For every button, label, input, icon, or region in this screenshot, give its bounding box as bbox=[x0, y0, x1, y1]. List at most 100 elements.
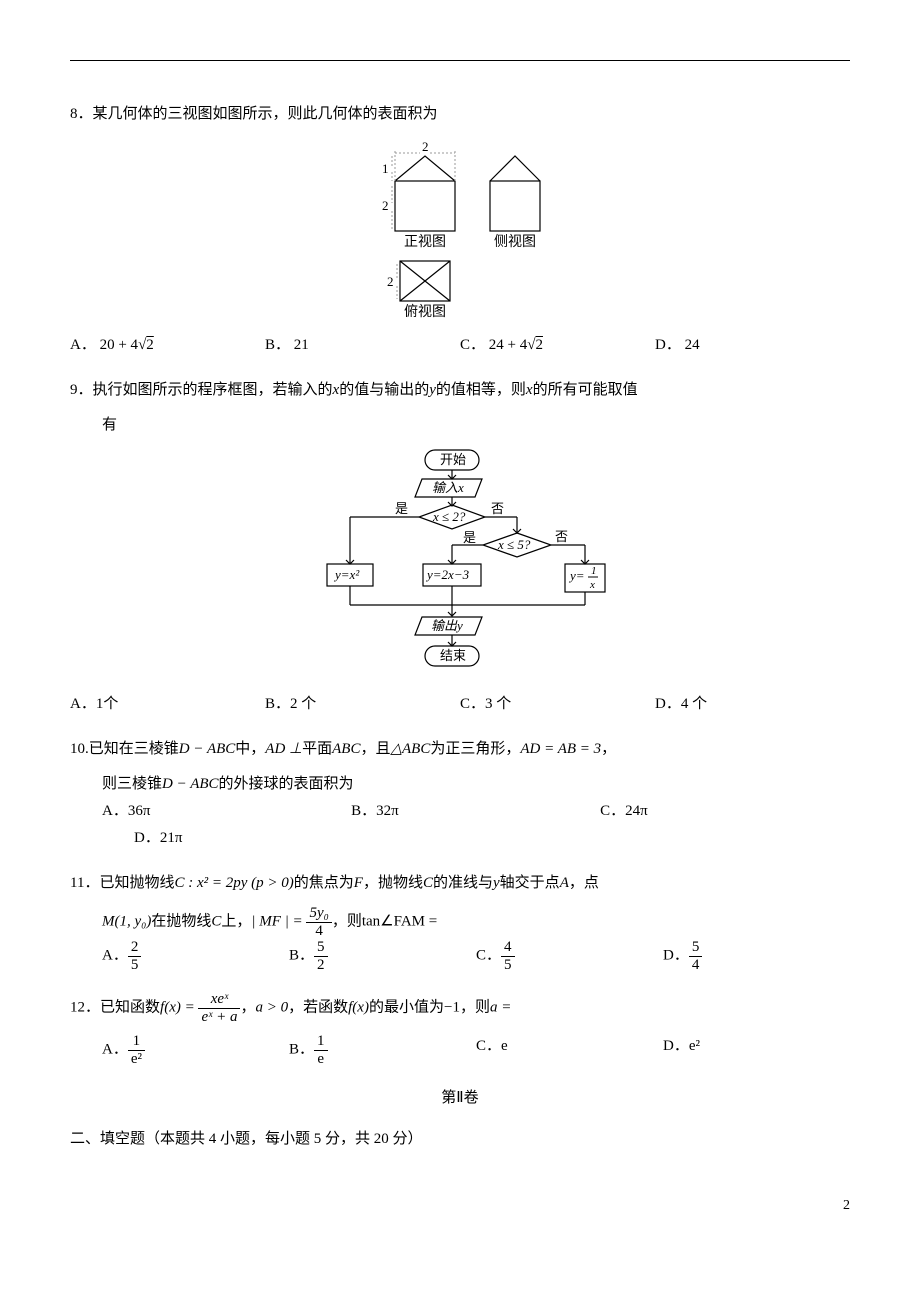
q11-bd: 2 bbox=[314, 957, 328, 974]
q11-dn: 5 bbox=[689, 939, 703, 957]
q8-opt-a: A． 20 + 4√2 bbox=[70, 332, 265, 359]
q10-c: 24π bbox=[625, 803, 648, 819]
q12-bn: 1 bbox=[314, 1033, 328, 1051]
q11-dd: 4 bbox=[689, 957, 703, 974]
q11-y: y bbox=[493, 875, 500, 891]
q8-c-pre: 24 + 4 bbox=[489, 337, 527, 353]
opt-label: B． bbox=[265, 696, 290, 712]
opt-label: D． bbox=[663, 947, 689, 963]
q11-t4: 的准线与 bbox=[433, 875, 493, 891]
q9-opt-a: A．1个 bbox=[70, 691, 265, 718]
opt-label: D． bbox=[655, 696, 681, 712]
opt-label: C． bbox=[460, 337, 485, 353]
q10-options-row1: A．36π B．32π C．24π bbox=[70, 798, 850, 825]
q9-d: 4 个 bbox=[681, 696, 707, 712]
q12-fd: eˣ + a bbox=[198, 1009, 240, 1026]
q10-opt-c: C．24π bbox=[600, 798, 849, 825]
svg-text:1: 1 bbox=[591, 565, 597, 577]
q12-bd: e bbox=[314, 1051, 328, 1068]
question-10: 10.已知在三棱锥D − ABC中，AD ⊥平面ABC，且△ABC为正三角形，A… bbox=[70, 736, 850, 852]
q9-y: y bbox=[429, 382, 436, 398]
opt-label: C． bbox=[460, 696, 485, 712]
q8-dim-h2: 2 bbox=[382, 198, 389, 213]
fill-in-heading: 二、填空题（本题共 4 小题，每小题 5 分，共 20 分） bbox=[70, 1126, 850, 1153]
q9-options: A．1个 B．2 个 C．3 个 D．4 个 bbox=[70, 691, 850, 718]
q10-a: 36π bbox=[128, 803, 151, 819]
q12-num: 12． bbox=[70, 999, 100, 1015]
q10-t1: 已知在三棱锥 bbox=[89, 741, 179, 757]
q12-opt-b: B．1e bbox=[289, 1033, 476, 1067]
q10-t3: 平面 bbox=[302, 741, 332, 757]
q12-cond: a > 0 bbox=[256, 999, 289, 1015]
q11-an: 2 bbox=[128, 939, 142, 957]
q10-e6: D − ABC bbox=[162, 776, 219, 792]
q11-t8: 上， bbox=[221, 913, 251, 929]
q9-opt-b: B．2 个 bbox=[265, 691, 460, 718]
opt-label: D． bbox=[663, 1038, 689, 1054]
question-12: 12．已知函数f(x) = xeˣeˣ + a，a > 0，若函数f(x)的最小… bbox=[70, 991, 850, 1067]
q10-d: 21π bbox=[160, 830, 183, 846]
q10-e5: AD = AB = 3 bbox=[520, 741, 601, 757]
q12-a: a = bbox=[490, 999, 511, 1015]
q8-side-label: 侧视图 bbox=[494, 234, 536, 250]
flowchart-svg: 开始 输入x 是 否 x ≤ 2? 是 否 x ≤ 5? y=x² y=2x−3… bbox=[295, 445, 625, 685]
q8-d-val: 24 bbox=[685, 337, 700, 353]
q9-opt-d: D．4 个 bbox=[655, 691, 850, 718]
page-number: 2 bbox=[70, 1193, 850, 1218]
section-2-title: 第Ⅱ卷 bbox=[70, 1085, 850, 1112]
q9-b: 2 个 bbox=[290, 696, 316, 712]
fc-b3d: x bbox=[589, 579, 595, 591]
q12-opt-d: D．e² bbox=[663, 1033, 850, 1067]
q11-text: 11．已知抛物线C : x² = 2py (p > 0)的焦点为F，抛物线C的准… bbox=[70, 870, 850, 897]
q12-fl: f(x) = bbox=[160, 999, 195, 1015]
opt-label: B． bbox=[289, 947, 314, 963]
question-11: 11．已知抛物线C : x² = 2py (p > 0)的焦点为F，抛物线C的准… bbox=[70, 870, 850, 973]
q8-dim-plan: 2 bbox=[387, 274, 394, 289]
q8-b-val: 21 bbox=[294, 337, 309, 353]
q11-cn: 4 bbox=[501, 939, 515, 957]
q12-t5: ，则 bbox=[460, 999, 490, 1015]
q11-t2: 的焦点为 bbox=[294, 875, 354, 891]
opt-label: C． bbox=[600, 803, 625, 819]
q11-e5: M(1, y₀) bbox=[102, 913, 151, 929]
q8-opt-c: C． 24 + 4√2 bbox=[460, 332, 655, 359]
q8-plan-label: 俯视图 bbox=[404, 304, 446, 320]
q12-opt-a: A．1e² bbox=[102, 1033, 289, 1067]
q9-a: 1个 bbox=[96, 696, 119, 712]
q9-t2: 的值与输出的 bbox=[339, 382, 429, 398]
q11-opt-b: B．52 bbox=[289, 939, 476, 973]
q8-body: 某几何体的三视图如图所示，则此几何体的表面积为 bbox=[93, 106, 438, 122]
q10-e4: △ABC bbox=[390, 741, 430, 757]
q9-figure: 开始 输入x 是 否 x ≤ 2? 是 否 x ≤ 5? y=x² y=2x−3… bbox=[70, 445, 850, 685]
q12-fx: f(x) bbox=[348, 999, 369, 1015]
opt-label: C． bbox=[476, 1038, 501, 1054]
q12-text: 12．已知函数f(x) = xeˣeˣ + a，a > 0，若函数f(x)的最小… bbox=[70, 991, 850, 1025]
q9-num: 9． bbox=[70, 382, 93, 398]
q9-text: 9．执行如图所示的程序框图，若输入的x的值与输出的y的值相等，则x的所有可能取值 bbox=[70, 377, 850, 404]
q12-ad: e² bbox=[128, 1051, 145, 1068]
fc-b3l: y= bbox=[568, 568, 585, 583]
q11-e3: C bbox=[423, 875, 433, 891]
q8-num: 8． bbox=[70, 106, 93, 122]
opt-label: A． bbox=[70, 696, 96, 712]
fc-cond1: x ≤ 2? bbox=[432, 509, 466, 524]
q10-e2: AD ⊥ bbox=[265, 741, 302, 757]
q8-opt-b: B． 21 bbox=[265, 332, 460, 359]
q9-t3: 的值相等，则 bbox=[436, 382, 526, 398]
q9-cont: 有 bbox=[70, 412, 850, 439]
svg-text:y=: y= bbox=[568, 568, 585, 583]
q12-c: e bbox=[501, 1038, 508, 1054]
q11-t6: ，点 bbox=[569, 875, 599, 891]
q11-e7d: 4 bbox=[306, 923, 331, 940]
q11-e6: C bbox=[211, 913, 221, 929]
q10-t4: ，且 bbox=[360, 741, 390, 757]
q8-c-rad: 2 bbox=[535, 337, 543, 353]
q10-text: 10.已知在三棱锥D − ABC中，AD ⊥平面ABC，且△ABC为正三角形，A… bbox=[70, 736, 850, 763]
q10-opt-d: D．21π bbox=[134, 825, 850, 852]
q10-t7: 则三棱锥 bbox=[102, 776, 162, 792]
fc-end: 结束 bbox=[440, 648, 466, 663]
q8-front-label: 正视图 bbox=[404, 234, 446, 250]
q11-e4: A bbox=[560, 875, 569, 891]
q12-t1: 已知函数 bbox=[100, 999, 160, 1015]
fc-b1: y=x² bbox=[333, 567, 360, 582]
